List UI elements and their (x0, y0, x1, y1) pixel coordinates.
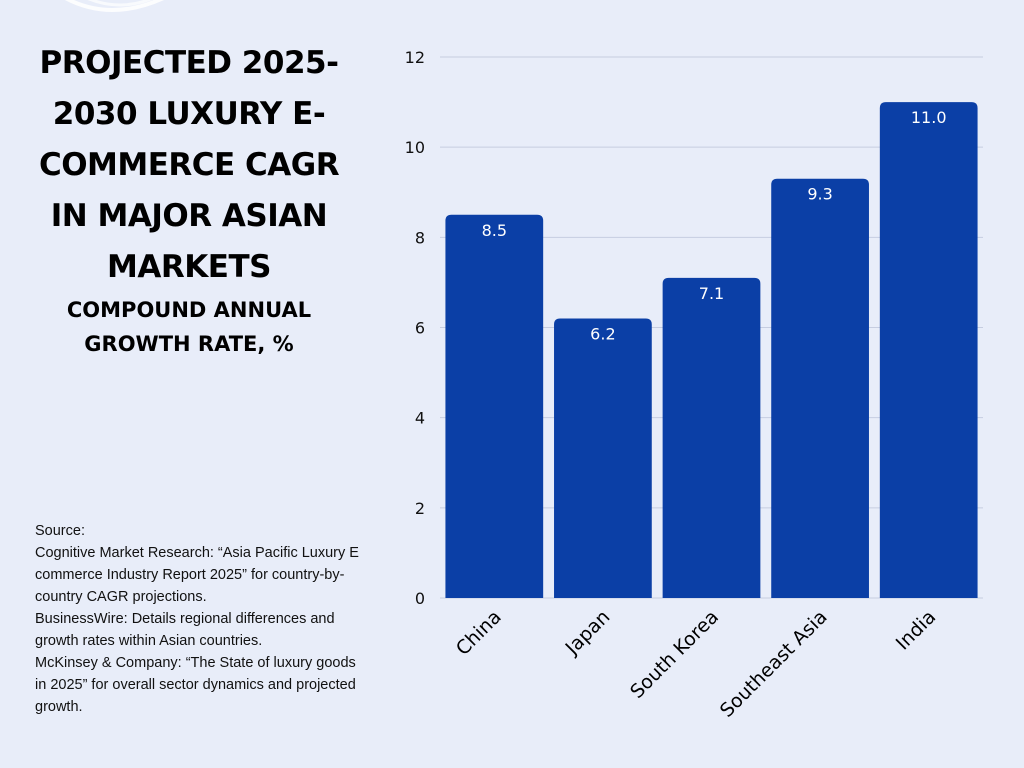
bar (662, 277, 761, 598)
bar (771, 178, 869, 598)
x-tick-label: China (452, 606, 506, 660)
decorative-swoosh (65, 0, 164, 12)
bar-value-label: 7.1 (699, 284, 724, 303)
source-notes: Source: Cognitive Market Research: “Asia… (35, 520, 370, 718)
x-tick-label: India (892, 606, 941, 655)
bar-value-label: 9.3 (807, 185, 832, 204)
source-line: McKinsey & Company: “The State of luxury… (35, 655, 356, 715)
bar (879, 102, 978, 598)
bar (554, 318, 652, 598)
source-line: Cognitive Market Research: “Asia Pacific… (35, 545, 359, 605)
y-tick-label: 0 (415, 589, 425, 608)
y-tick-label: 4 (415, 409, 425, 428)
y-tick-label: 12 (405, 48, 425, 67)
bar-value-label: 8.5 (482, 221, 507, 240)
y-tick-label: 2 (415, 499, 425, 518)
bar (445, 214, 544, 598)
x-tick-label: Southeast Asia (716, 606, 832, 722)
y-tick-label: 10 (405, 138, 425, 157)
chart-title: PROJECTED 2025-2030 LUXURY E-COMMERCE CA… (38, 45, 340, 285)
source-heading: Source: (35, 523, 85, 539)
x-tick-label: Japan (561, 606, 615, 660)
bar-value-label: 6.2 (590, 324, 615, 343)
x-tick-label: South Korea (626, 606, 723, 703)
bar-value-label: 11.0 (911, 108, 947, 127)
chart-subtitle: COMPOUND ANNUAL GROWTH RATE, % (66, 298, 312, 356)
y-tick-label: 8 (415, 228, 425, 247)
y-tick-label: 6 (415, 319, 425, 338)
source-line: BusinessWire: Details regional differenc… (35, 611, 335, 649)
